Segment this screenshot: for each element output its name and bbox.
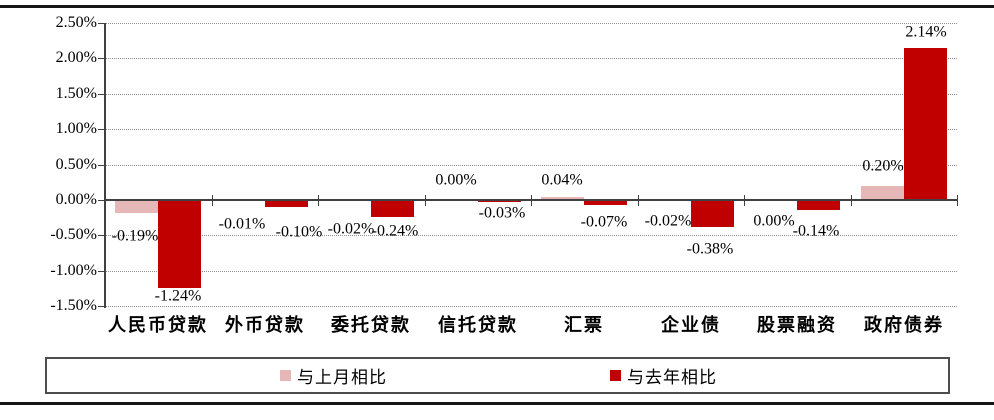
y-tick-label: -1.00%: [50, 262, 97, 279]
x-tick-label-6: 股票融资: [757, 315, 837, 335]
gridline: [105, 94, 957, 95]
data-label-vs-last-year-5: -0.38%: [686, 240, 734, 258]
x-tick-label-2: 委托贷款: [331, 315, 411, 335]
x-tick-label-7: 政府债券: [864, 315, 944, 335]
y-tick-label: 0.00%: [55, 191, 97, 208]
gridline: [105, 271, 957, 272]
x-tick-label-5: 企业债: [661, 315, 721, 335]
bar-vs-last-year-4: [584, 200, 627, 205]
y-axis-tick: [98, 200, 105, 201]
data-label-vs-last-month-5: -0.02%: [644, 212, 692, 230]
x-axis-tick: [425, 195, 426, 206]
x-tick-label-1: 外币贷款: [225, 315, 305, 335]
x-axis-tick: [744, 195, 745, 206]
bar-vs-last-year-1: [265, 200, 308, 207]
bar-vs-last-year-5: [691, 200, 734, 227]
gridline: [105, 165, 957, 166]
legend-swatch-vs-last-month-icon: [280, 370, 291, 381]
x-tick-label-3: 信托贷款: [438, 315, 518, 335]
data-label-vs-last-year-2: -0.24%: [371, 222, 419, 240]
data-label-vs-last-month-6: 0.00%: [753, 212, 795, 230]
y-tick-label: 0.50%: [55, 156, 97, 173]
gridline: [105, 129, 957, 130]
y-tick-label: -0.50%: [50, 226, 97, 243]
gridline: [105, 235, 957, 236]
data-label-vs-last-year-7: 2.14%: [905, 23, 947, 41]
data-label-vs-last-year-0: -1.24%: [154, 287, 202, 305]
y-axis-tick: [98, 94, 105, 95]
y-tick-label: 1.00%: [55, 120, 97, 137]
gridline: [105, 58, 957, 59]
data-label-vs-last-year-3: -0.03%: [478, 204, 526, 222]
y-tick-label: 1.50%: [55, 85, 97, 102]
legend-swatch-vs-last-year-icon: [610, 370, 621, 381]
y-axis-tick: [98, 129, 105, 130]
top-rule: [0, 5, 994, 8]
y-axis-tick: [98, 271, 105, 272]
data-label-vs-last-year-1: -0.10%: [275, 223, 323, 241]
x-axis-tick: [531, 195, 532, 206]
gridline: [105, 23, 957, 24]
x-axis-tick: [318, 195, 319, 206]
x-axis-tick: [851, 195, 852, 206]
x-tick-label-0: 人民币贷款: [108, 315, 208, 335]
y-axis-tick: [98, 306, 105, 307]
data-label-vs-last-month-7: 0.20%: [862, 157, 904, 175]
bar-vs-last-month-4: [541, 197, 584, 200]
legend-label-vs-last-month: 与上月相比: [297, 368, 387, 387]
y-axis-tick: [98, 165, 105, 166]
y-tick-label: -1.50%: [50, 297, 97, 314]
x-axis-tick: [957, 195, 958, 206]
data-label-vs-last-month-1: -0.01%: [218, 215, 266, 233]
data-label-vs-last-month-0: -0.19%: [111, 227, 159, 245]
bar-vs-last-year-7: [904, 48, 947, 199]
bar-vs-last-year-2: [371, 200, 414, 217]
data-label-vs-last-month-3: 0.00%: [435, 171, 477, 189]
data-label-vs-last-year-6: -0.14%: [792, 222, 840, 240]
data-label-vs-last-year-4: -0.07%: [580, 213, 628, 231]
data-label-vs-last-month-4: 0.04%: [541, 171, 583, 189]
x-axis-tick: [638, 195, 639, 206]
y-tick-label: 2.00%: [55, 49, 97, 66]
bar-vs-last-year-6: [797, 200, 840, 210]
bar-vs-last-month-0: [115, 200, 158, 213]
x-axis-tick: [212, 195, 213, 206]
data-label-vs-last-month-2: -0.02%: [327, 220, 375, 238]
legend: 与上月相比 与去年相比: [45, 357, 950, 394]
legend-label-vs-last-year: 与去年相比: [627, 368, 717, 387]
legend-entry-vs-last-month: 与上月相比: [280, 359, 387, 392]
y-axis-tick: [98, 235, 105, 236]
x-tick-label-4: 汇票: [564, 315, 604, 335]
bottom-rule: [0, 402, 994, 405]
bar-vs-last-year-0: [158, 200, 201, 288]
bar-vs-last-month-7: [861, 186, 904, 200]
bar-vs-last-year-3: [478, 200, 521, 202]
y-axis-tick: [98, 23, 105, 24]
legend-entry-vs-last-year: 与去年相比: [610, 359, 717, 392]
y-tick-label: 2.50%: [55, 14, 97, 31]
y-axis-tick: [98, 58, 105, 59]
y-axis-line: [104, 23, 106, 308]
gridline: [105, 306, 957, 307]
